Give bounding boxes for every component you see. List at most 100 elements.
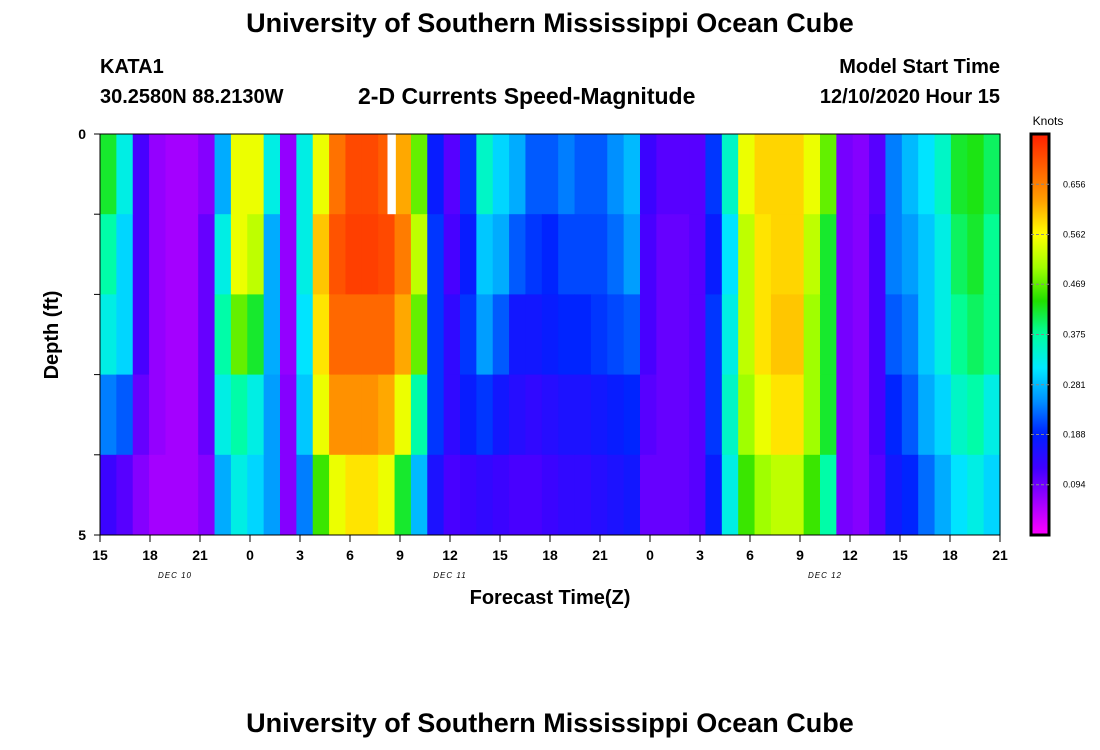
- heatmap-cell: [427, 454, 445, 536]
- heatmap-cell: [934, 134, 952, 215]
- heatmap-cell: [574, 134, 592, 215]
- station-id: KATA1: [100, 56, 164, 78]
- heatmap-cell: [574, 454, 592, 536]
- heatmap-cell: [885, 454, 903, 536]
- heatmap-cell: [607, 374, 625, 456]
- heatmap-cell: [280, 294, 297, 375]
- heatmap-cell: [754, 454, 772, 536]
- heatmap-cell: [329, 454, 347, 536]
- heatmap-cell: [312, 294, 330, 375]
- heatmap-cell: [378, 214, 396, 295]
- missing-data-cell: [387, 134, 396, 215]
- heatmap-cell: [296, 374, 314, 456]
- heatmap-cell: [100, 134, 117, 215]
- heatmap-cell: [460, 374, 477, 456]
- heatmap-cell: [443, 374, 461, 456]
- heatmap-cell: [574, 294, 592, 375]
- heatmap-cell: [754, 294, 772, 375]
- heatmap-cell: [541, 214, 559, 295]
- heatmap-cell: [754, 214, 772, 295]
- heatmap-cell: [852, 214, 870, 295]
- heatmap-cell: [558, 294, 576, 375]
- heatmap-cell: [410, 214, 428, 295]
- heatmap-cell: [100, 374, 117, 456]
- x-tick-label: 21: [992, 547, 1008, 563]
- x-tick-label: 15: [492, 547, 508, 563]
- heatmap-cell: [214, 214, 232, 295]
- x-tick-label: 6: [346, 547, 354, 563]
- heatmap-cell: [214, 134, 232, 215]
- heatmap-cell: [852, 374, 870, 456]
- heatmap-cell: [934, 294, 952, 375]
- colorbar-tick-label: 0.094: [1063, 480, 1086, 490]
- heatmap-cell: [738, 294, 756, 375]
- heatmap-cell: [181, 214, 199, 295]
- heatmap-cell: [558, 134, 576, 215]
- heatmap-cell: [640, 214, 657, 295]
- heatmap-cell: [541, 374, 559, 456]
- heatmap-cell: [312, 214, 330, 295]
- heatmap-cell: [590, 214, 608, 295]
- colorbar-tick-label: 0.562: [1063, 230, 1086, 240]
- heatmap-cell: [787, 374, 805, 456]
- heatmap-cell: [345, 374, 363, 456]
- heatmap-cell: [410, 374, 428, 456]
- heatmap-cell: [132, 374, 150, 456]
- heatmap-cell: [640, 134, 657, 215]
- heatmap-cell: [296, 134, 314, 215]
- heatmap-cell: [918, 454, 936, 536]
- heatmap-cell: [149, 454, 167, 536]
- heatmap-cell: [869, 134, 887, 215]
- heatmap-cell: [361, 214, 379, 295]
- heatmap-cell: [280, 454, 297, 536]
- heatmap-cell: [492, 214, 510, 295]
- heatmap-cell: [820, 294, 837, 375]
- heatmap-cell: [263, 374, 281, 456]
- y-axis-label: Depth (ft): [41, 291, 63, 380]
- heatmap-cell: [770, 454, 788, 536]
- x-tick-label: 3: [696, 547, 704, 563]
- heatmap-cell: [132, 294, 150, 375]
- colorbar-tick-label: 0.469: [1063, 279, 1086, 289]
- heatmap-cell: [640, 294, 657, 375]
- heatmap-cell: [770, 374, 788, 456]
- heatmap-cell: [869, 294, 887, 375]
- heatmap-cell: [116, 134, 134, 215]
- heatmap-cell: [394, 214, 412, 295]
- x-tick-label: 15: [92, 547, 108, 563]
- heatmap-cell: [770, 294, 788, 375]
- heatmap-cell: [198, 214, 216, 295]
- heatmap-cell: [558, 454, 576, 536]
- heatmap-cell: [476, 214, 494, 295]
- y-tick-label: 0: [78, 126, 86, 142]
- heatmap-cell: [738, 454, 756, 536]
- heatmap-cell: [901, 374, 919, 456]
- heatmap-cell: [280, 214, 297, 295]
- heatmap-cell: [509, 454, 527, 536]
- heatmap-cell: [738, 214, 756, 295]
- heatmap-cell: [263, 294, 281, 375]
- heatmap-cell: [509, 294, 527, 375]
- heatmap-cell: [623, 374, 641, 456]
- heatmap-cells: [100, 134, 1001, 536]
- heatmap-cell: [427, 294, 445, 375]
- heatmap-cell: [607, 454, 625, 536]
- heatmap-cell: [607, 214, 625, 295]
- x-tick-label: 9: [796, 547, 804, 563]
- heatmap-cell: [656, 134, 674, 215]
- x-tick-label: 9: [396, 547, 404, 563]
- heatmap-cell: [394, 294, 412, 375]
- heatmap-cell: [574, 214, 592, 295]
- x-tick-label: 21: [192, 547, 208, 563]
- heatmap-cell: [345, 294, 363, 375]
- heatmap-cell: [836, 134, 854, 215]
- heatmap-cell: [525, 294, 543, 375]
- colorbar-ticks: 0.094 0.188 0.281 0.375 0.469 0.562 0.656: [1031, 179, 1086, 490]
- x-tick-label: 3: [296, 547, 304, 563]
- heatmap-cell: [705, 374, 723, 456]
- heatmap-cell: [852, 294, 870, 375]
- heatmap-cell: [230, 454, 248, 536]
- heatmap-cell: [214, 454, 232, 536]
- heatmap-cell: [378, 374, 396, 456]
- heatmap-cell: [410, 294, 428, 375]
